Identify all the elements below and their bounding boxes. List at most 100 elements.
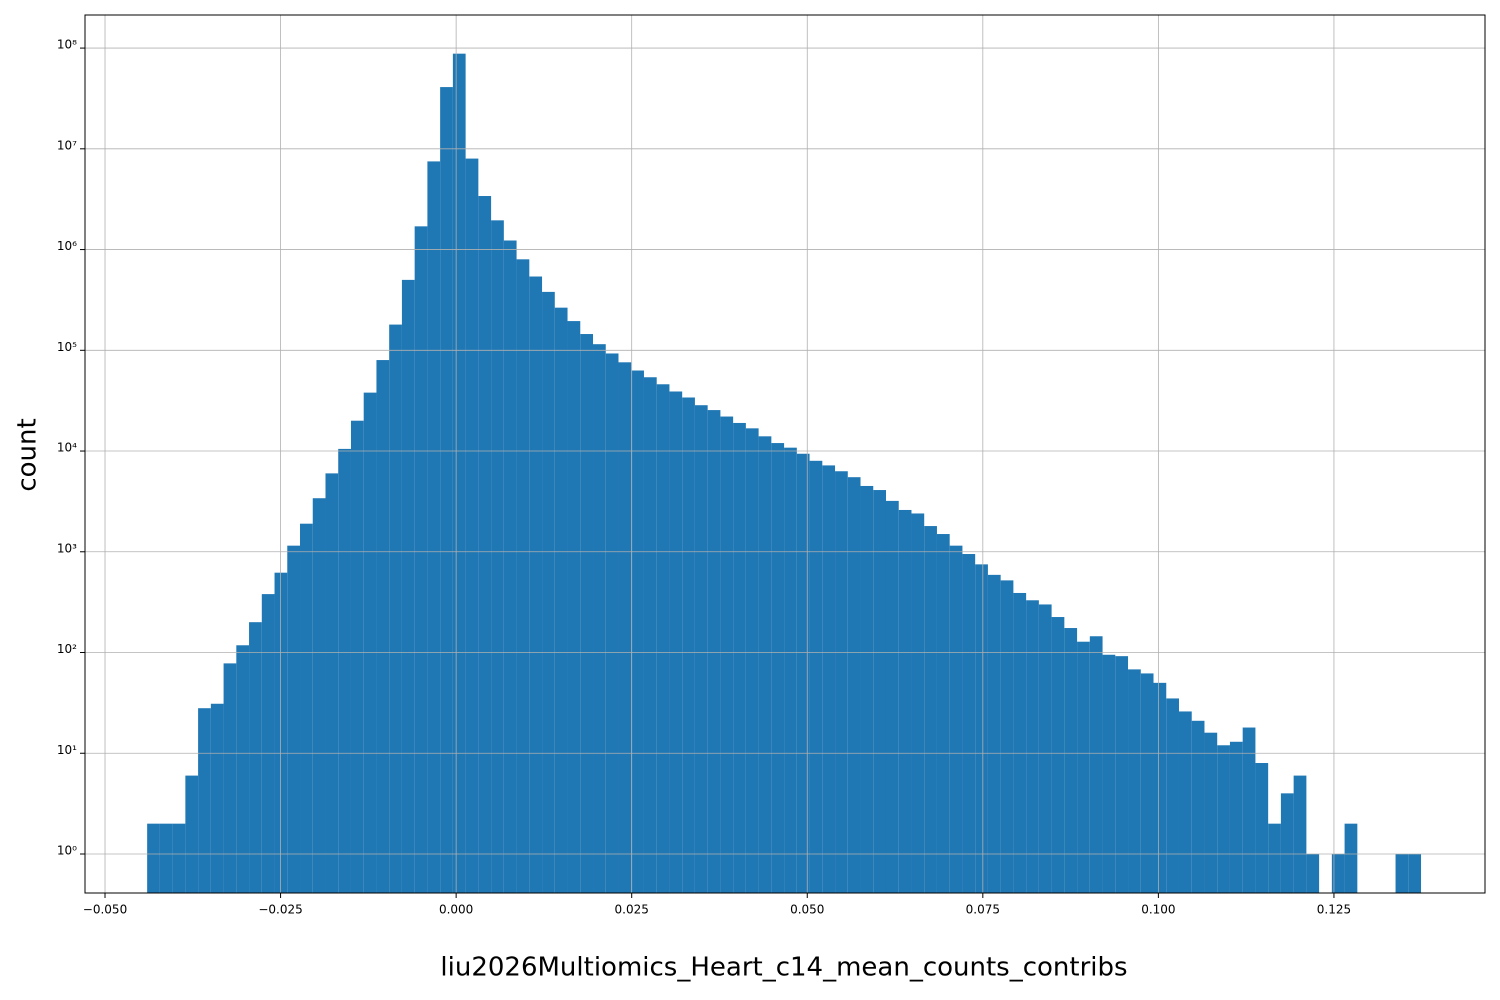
bar (567, 321, 581, 893)
bar (427, 161, 441, 894)
bar (491, 220, 504, 893)
y-axis-label: count (13, 418, 43, 491)
bar (1306, 853, 1320, 893)
bar (389, 324, 402, 893)
bar (249, 622, 262, 893)
bar (631, 370, 644, 893)
bar (363, 392, 377, 893)
x-tick-label: 0.100 (1141, 903, 1175, 917)
bar (1280, 793, 1294, 893)
bar (1242, 727, 1256, 893)
bar (210, 703, 224, 893)
bar (236, 645, 250, 893)
bar (554, 307, 568, 893)
bar (478, 196, 492, 894)
bar (287, 545, 301, 893)
bar (707, 410, 721, 893)
bar (503, 240, 517, 893)
bar (911, 513, 925, 893)
bar (936, 534, 950, 893)
bar (350, 420, 364, 893)
bar (1166, 698, 1179, 893)
bar (847, 477, 861, 893)
bar (987, 574, 1001, 893)
bar (465, 158, 479, 894)
bar (440, 87, 453, 893)
bar (796, 453, 810, 893)
y-tick-label: 10¹ (57, 743, 77, 757)
bar (1331, 853, 1345, 893)
bar (924, 526, 937, 893)
plot-frame (84, 14, 1486, 894)
bar (1102, 654, 1116, 893)
bar (312, 498, 326, 893)
bar (198, 708, 211, 893)
x-tick-label: 0.025 (615, 903, 649, 917)
bar (261, 594, 275, 893)
bar (975, 564, 988, 893)
y-tick-label: 10⁶ (57, 239, 77, 253)
bar (542, 291, 555, 893)
y-tick-label: 10⁷ (57, 138, 77, 152)
bar (1051, 617, 1065, 893)
bar (720, 416, 734, 893)
bar (758, 436, 772, 893)
bar (1115, 656, 1129, 893)
bar (1064, 628, 1078, 893)
y-tick-label: 10⁴ (57, 441, 77, 455)
bar (1013, 592, 1027, 893)
bar (809, 460, 823, 893)
bar (593, 344, 606, 893)
bar (1293, 775, 1307, 893)
x-tick-label: −0.025 (258, 903, 302, 917)
bar (605, 353, 619, 893)
bar (669, 391, 683, 893)
x-axis-label: liu2026Multiomics_Heart_c14_mean_counts_… (440, 953, 1127, 983)
bar (962, 554, 976, 893)
bar (1026, 600, 1039, 893)
bar (784, 447, 797, 893)
x-tick-label: 0.075 (966, 903, 1000, 917)
bar (656, 384, 670, 893)
y-tick-label: 10³ (57, 541, 77, 555)
x-tick-label: −0.050 (83, 903, 127, 917)
bar (1089, 636, 1103, 893)
bar (1128, 669, 1141, 893)
bar (1140, 673, 1154, 893)
y-tick-label: 10⁸ (57, 38, 77, 52)
bar (172, 823, 186, 893)
bar (733, 422, 746, 893)
bar (1038, 604, 1052, 893)
bar (822, 465, 836, 893)
bar (376, 360, 390, 894)
bar (338, 448, 351, 893)
bar (643, 377, 657, 893)
bar (580, 334, 594, 893)
bar (949, 545, 963, 893)
bar (873, 490, 886, 893)
bar (1408, 853, 1422, 893)
bar (1178, 711, 1192, 893)
y-tick-label: 10⁵ (57, 340, 77, 354)
bar (1229, 741, 1243, 893)
y-tick-label: 10² (57, 642, 77, 656)
bar (300, 523, 313, 893)
bar (325, 473, 339, 893)
bar (771, 443, 785, 893)
bar (860, 485, 874, 893)
bar (1268, 823, 1281, 893)
bar (452, 53, 466, 893)
bar (835, 471, 848, 893)
bar (1000, 580, 1014, 893)
bar (885, 500, 899, 893)
bar (1153, 682, 1167, 893)
bar (516, 259, 530, 893)
bar (185, 775, 199, 893)
bar (694, 405, 708, 893)
bar (529, 276, 543, 893)
x-tick-label: 0.125 (1317, 903, 1351, 917)
bar (414, 226, 428, 894)
y-tick-label: 10⁰ (57, 843, 77, 857)
bar (1204, 732, 1218, 893)
bar (618, 362, 632, 893)
